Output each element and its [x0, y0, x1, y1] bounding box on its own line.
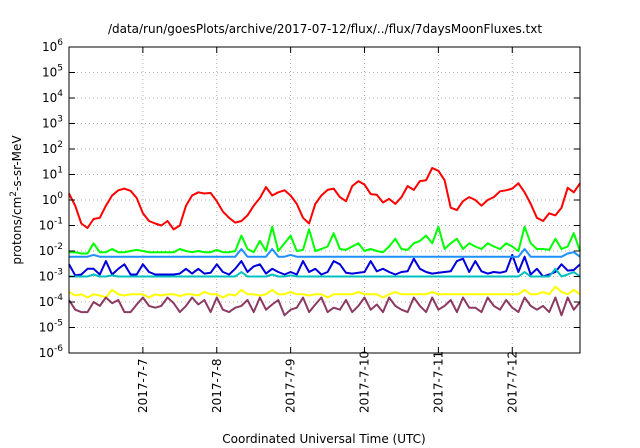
y-tick-label: 10-3 — [39, 268, 63, 284]
y-axis-label-base: protons/cm — [10, 197, 24, 265]
series-line-4 — [69, 248, 581, 258]
y-tick-label: 100 — [42, 191, 63, 207]
x-tick-label: 2017-7-10 — [358, 351, 372, 413]
chart-title: /data/run/goesPlots/archive/2017-07-12/f… — [108, 22, 542, 36]
x-tick-label: 2017-7-11 — [431, 351, 445, 413]
x-tick-label: 2017-7-9 — [284, 359, 298, 413]
y-axis-label-rest: -s-sr-MeV — [10, 135, 24, 191]
series-line-3 — [68, 253, 581, 278]
y-tick-label: 10-5 — [39, 319, 63, 335]
series-line-5 — [69, 267, 581, 278]
series-line-6 — [68, 285, 581, 299]
y-tick-label: 10-1 — [39, 217, 63, 233]
series-line-1 — [68, 167, 581, 231]
y-axis-label-sup: 2 — [9, 191, 19, 197]
x-tick-label: 2017-7-7 — [136, 359, 150, 413]
y-tick-label: 102 — [42, 140, 63, 156]
y-axis-label: protons/cm2-s-sr-MeV — [9, 135, 24, 265]
y-tick-label: 105 — [42, 64, 63, 80]
x-axis-ticks: 2017-7-7 2017-7-8 2017-7-9 2017-7-10 2017-7-… — [136, 47, 519, 413]
x-tick-label: 2017-7-12 — [505, 351, 519, 413]
series-line-7 — [68, 296, 581, 317]
x-axis-label: Coordinated Universal Time (UTC) — [222, 432, 425, 446]
y-tick-label: 104 — [42, 89, 63, 105]
x-tick-label: 2017-7-8 — [210, 359, 224, 413]
series-lines — [68, 167, 581, 317]
y-tick-label: 10-2 — [39, 242, 63, 258]
series-line-2 — [69, 225, 581, 255]
y-tick-label: 101 — [42, 166, 63, 182]
y-axis-ticks: 10-6 10-5 10-4 10-3 10-2 10-1 100 101 102 103 104 1… — [39, 38, 580, 360]
y-tick-label: 103 — [42, 115, 63, 131]
y-tick-label: 10-6 — [39, 344, 64, 360]
y-tick-label: 10-4 — [39, 293, 64, 309]
y-tick-label: 106 — [42, 38, 63, 54]
